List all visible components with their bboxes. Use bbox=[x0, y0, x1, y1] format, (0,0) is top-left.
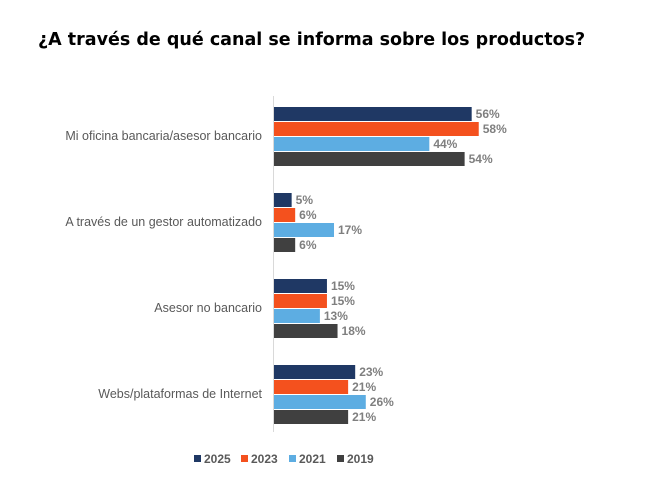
bar-2021 bbox=[274, 309, 320, 323]
data-label: 23% bbox=[359, 365, 383, 379]
data-label: 15% bbox=[331, 279, 355, 293]
bar-2021 bbox=[274, 395, 366, 409]
legend-label: 2023 bbox=[251, 452, 278, 466]
legend-label: 2019 bbox=[347, 452, 374, 466]
data-label: 58% bbox=[483, 122, 507, 136]
data-label: 17% bbox=[338, 223, 362, 237]
bar-2021 bbox=[274, 223, 335, 237]
data-label: 21% bbox=[352, 410, 376, 424]
data-labels: 56% 5% 15% 23% 58% 6% 15% 21% 44% 17% 13% 26% 54% 6% 1… bbox=[296, 107, 507, 424]
data-label: 13% bbox=[324, 309, 348, 323]
legend-label: 2025 bbox=[204, 452, 231, 466]
category-label: Mi oficina bancaria/asesor bancario bbox=[65, 129, 262, 143]
category-labels: Mi oficina bancaria/asesor bancario A tra… bbox=[65, 129, 262, 401]
bar-2023 bbox=[274, 294, 327, 308]
bar-2025 bbox=[274, 279, 327, 293]
bar-2019 bbox=[274, 238, 296, 252]
bar-2021 bbox=[274, 137, 430, 151]
bar-2019 bbox=[274, 324, 338, 338]
data-label: 44% bbox=[433, 137, 457, 151]
data-label: 56% bbox=[476, 107, 500, 121]
bar-2023 bbox=[274, 380, 349, 394]
category-label: Webs/plataformas de Internet bbox=[98, 387, 262, 401]
category-label: A través de un gestor automatizado bbox=[65, 215, 262, 229]
data-label: 21% bbox=[352, 380, 376, 394]
legend: 2025 2023 2021 2019 bbox=[194, 452, 374, 466]
chart-title: ¿A través de qué canal se informa sobre … bbox=[38, 30, 586, 50]
bar-2019 bbox=[274, 152, 465, 166]
bar-2025 bbox=[274, 365, 356, 379]
category-label: Asesor no bancario bbox=[154, 301, 262, 315]
data-label: 5% bbox=[296, 193, 314, 207]
bar-2025 bbox=[274, 107, 472, 121]
legend-swatch-2021 bbox=[289, 455, 296, 462]
bar-2023 bbox=[274, 208, 296, 222]
data-label: 26% bbox=[370, 395, 394, 409]
bar-2019 bbox=[274, 410, 349, 424]
data-label: 54% bbox=[469, 152, 493, 166]
legend-swatch-2023 bbox=[241, 455, 248, 462]
bar-2023 bbox=[274, 122, 479, 136]
data-label: 18% bbox=[342, 324, 366, 338]
data-label: 6% bbox=[299, 238, 317, 252]
bars bbox=[274, 107, 479, 424]
data-label: 15% bbox=[331, 294, 355, 308]
bar-2025 bbox=[274, 193, 292, 207]
legend-label: 2021 bbox=[299, 452, 326, 466]
legend-swatch-2019 bbox=[337, 455, 344, 462]
legend-swatch-2025 bbox=[194, 455, 201, 462]
data-label: 6% bbox=[299, 208, 317, 222]
